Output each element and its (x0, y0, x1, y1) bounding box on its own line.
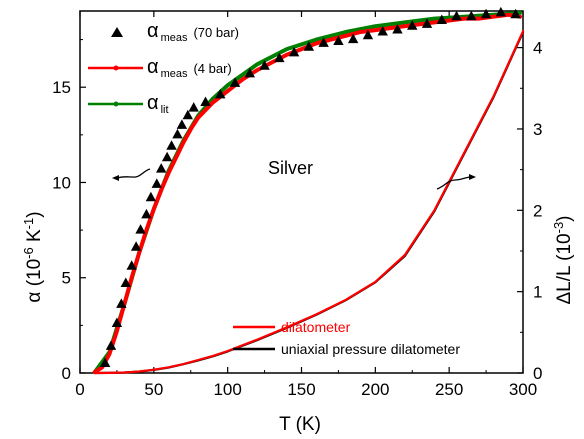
data-point-meas-70-bar (362, 29, 374, 40)
series-layer (92, 6, 525, 375)
data-point-meas-70-bar (333, 35, 344, 45)
data-point-meas-70-bar (244, 67, 256, 78)
y-axis-left-title: α (10-6 K-1) (21, 211, 45, 302)
data-point-meas-70-bar (229, 77, 241, 87)
data-point-meas-70-bar (135, 224, 146, 234)
y-left-tick-label: 10 (52, 173, 71, 192)
data-point-meas-70-bar (495, 6, 507, 17)
x-tick-label: 0 (75, 380, 84, 399)
data-point-meas-70-bar (120, 277, 131, 287)
x-tick-label: 250 (435, 380, 463, 399)
legend-item-alpha-lit: α lit (88, 92, 169, 116)
data-point-meas-70-bar (116, 298, 127, 308)
y-left-tick-label: 15 (52, 78, 71, 97)
data-point-meas-70-bar (176, 119, 188, 129)
data-point-meas-70-bar (466, 10, 477, 21)
y-left-tick-label: 0 (62, 364, 71, 383)
legend-item-alpha-meas-70bar: α meas (70 bar) (111, 20, 239, 44)
y-right-tick-label: 0 (533, 364, 542, 383)
y-right-tick-label: 1 (533, 283, 542, 302)
data-point-meas-70-bar (510, 8, 521, 19)
series-line-meas-4-bar (92, 12, 522, 374)
data-point-meas-70-bar (259, 60, 270, 70)
x-tick-label: 200 (361, 380, 389, 399)
data-point-meas-70-bar (200, 96, 211, 106)
svg-text:uniaxial pressure dilatometer: uniaxial pressure dilatometer (281, 341, 460, 357)
x-tick-label: 300 (509, 380, 537, 399)
data-point-meas-70-bar (141, 208, 152, 219)
y-left-tick-label: 5 (62, 269, 71, 288)
data-point-meas-70-bar (145, 191, 157, 202)
y-right-tick-label: 3 (533, 120, 542, 139)
triangle-marker-icon (111, 27, 123, 37)
data-point-meas-70-bar (105, 340, 117, 350)
data-point-meas-70-bar (480, 8, 492, 19)
data-point-meas-70-bar (451, 10, 462, 21)
data-point-meas-70-bar (99, 357, 111, 367)
data-point-meas-70-bar (172, 128, 183, 139)
y-axis-right: 0 1 2 3 4 (517, 39, 542, 383)
data-point-meas-70-bar (318, 37, 329, 47)
data-point-meas-70-bar (156, 163, 167, 173)
series-line-dilatometer (93, 30, 525, 375)
data-point-meas-70-bar (161, 151, 173, 162)
y-axis-right-title: ΔL/L (10-3) (551, 215, 575, 304)
data-point-meas-70-bar (288, 46, 300, 57)
data-point-meas-70-bar (126, 260, 137, 270)
x-tick-label: 50 (144, 380, 163, 399)
data-point-meas-70-bar (188, 102, 199, 112)
y-axis-left: 0 5 10 15 (52, 39, 86, 383)
data-point-meas-70-bar (436, 14, 447, 25)
sample-label: Silver (268, 158, 313, 178)
x-axis: 0 50 100 150 200 250 300 (75, 11, 537, 399)
data-point-meas-70-bar (182, 109, 193, 120)
y-right-tick-label: 4 (533, 39, 542, 58)
right-axis-arrow-icon (436, 174, 476, 190)
x-tick-label: 150 (287, 380, 315, 399)
data-point-meas-70-bar (303, 41, 315, 51)
data-point-meas-70-bar (392, 24, 403, 34)
legend-item-dilatometer: dilatometer (233, 319, 351, 335)
data-point-meas-70-bar (130, 241, 142, 251)
data-point-meas-70-bar (111, 317, 123, 327)
data-point-meas-70-bar (151, 178, 162, 188)
legend-item-uniaxial-pressure-dilatometer: uniaxial pressure dilatometer (233, 341, 460, 357)
legend-top: α meas (70 bar) α meas (4 bar) α lit (88, 20, 239, 116)
y-right-tick-label: 2 (533, 201, 542, 220)
data-point-meas-70-bar (407, 20, 418, 30)
left-axis-arrow-icon (112, 168, 151, 181)
x-tick-label: 100 (213, 380, 241, 399)
data-point-meas-70-bar (377, 25, 388, 36)
svg-text:dilatometer: dilatometer (281, 319, 351, 335)
data-point-meas-70-bar (274, 52, 285, 63)
legend-bottom: dilatometer uniaxial pressure dilatomete… (233, 319, 460, 357)
data-point-meas-70-bar (166, 140, 177, 150)
data-point-meas-70-bar (421, 18, 433, 28)
legend-item-alpha-meas-4bar: α meas (4 bar) (88, 56, 232, 80)
data-point-meas-70-bar (347, 33, 359, 44)
data-point-meas-70-bar (215, 88, 226, 99)
x-axis-title: T (K) (279, 414, 321, 435)
